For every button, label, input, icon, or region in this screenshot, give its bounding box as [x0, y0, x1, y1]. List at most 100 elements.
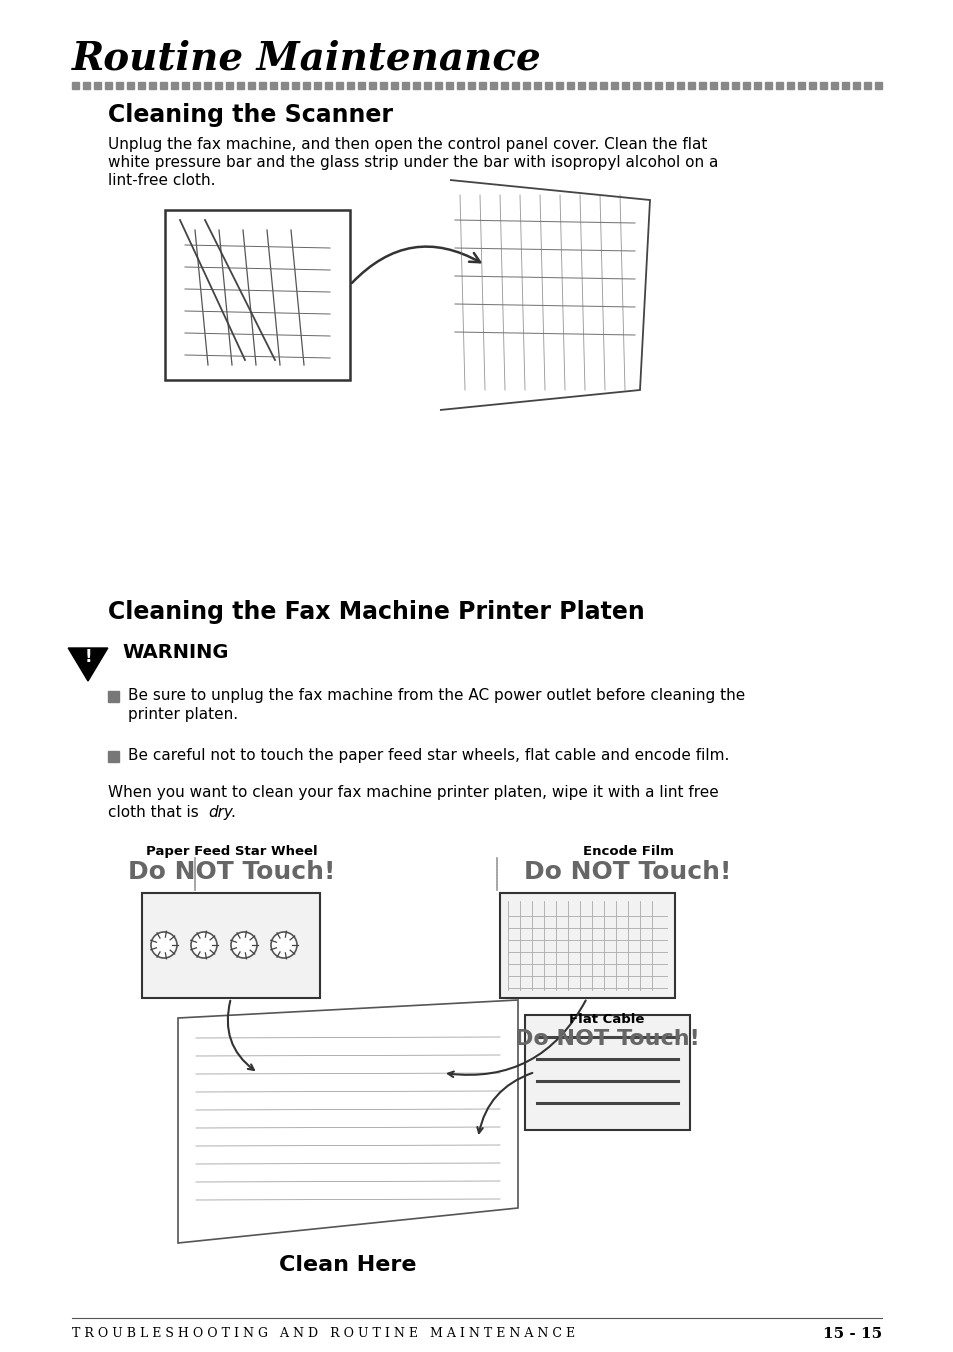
- Bar: [753, 82, 760, 89]
- Bar: [775, 82, 782, 89]
- Circle shape: [271, 932, 296, 959]
- Bar: [270, 82, 276, 89]
- Text: When you want to clean your fax machine printer platen, wipe it with a lint free: When you want to clean your fax machine …: [108, 786, 718, 800]
- Bar: [446, 82, 453, 89]
- Bar: [357, 82, 365, 89]
- Bar: [138, 82, 145, 89]
- Bar: [171, 82, 178, 89]
- Text: cloth that is: cloth that is: [108, 804, 203, 821]
- Bar: [236, 82, 244, 89]
- Bar: [165, 210, 350, 380]
- Polygon shape: [68, 648, 108, 681]
- Text: !: !: [84, 648, 91, 667]
- Bar: [182, 82, 189, 89]
- Text: Unplug the fax machine, and then open the control panel cover. Clean the flat: Unplug the fax machine, and then open th…: [108, 137, 706, 151]
- Bar: [292, 82, 298, 89]
- Text: Do NOT Touch!: Do NOT Touch!: [514, 1029, 699, 1049]
- Bar: [490, 82, 497, 89]
- Bar: [610, 82, 618, 89]
- Circle shape: [231, 932, 256, 959]
- Bar: [556, 82, 562, 89]
- Bar: [105, 82, 112, 89]
- Bar: [820, 82, 826, 89]
- Bar: [108, 750, 119, 763]
- Text: WARNING: WARNING: [122, 644, 229, 662]
- Bar: [214, 82, 222, 89]
- Text: T R O U B L E S H O O T I N G   A N D   R O U T I N E   M A I N T E N A N C E: T R O U B L E S H O O T I N G A N D R O …: [71, 1328, 575, 1340]
- Bar: [863, 82, 870, 89]
- Bar: [413, 82, 419, 89]
- Bar: [127, 82, 133, 89]
- Text: dry: dry: [208, 804, 233, 821]
- Bar: [534, 82, 540, 89]
- Bar: [643, 82, 650, 89]
- Bar: [193, 82, 200, 89]
- Text: white pressure bar and the glass strip under the bar with isopropyl alcohol on a: white pressure bar and the glass strip u…: [108, 155, 718, 170]
- Bar: [116, 82, 123, 89]
- Bar: [687, 82, 695, 89]
- Text: Be careful not to touch the paper feed star wheels, flat cable and encode film.: Be careful not to touch the paper feed s…: [128, 748, 729, 763]
- Bar: [435, 82, 441, 89]
- Bar: [808, 82, 815, 89]
- Bar: [522, 82, 530, 89]
- Bar: [720, 82, 727, 89]
- Bar: [226, 82, 233, 89]
- Bar: [764, 82, 771, 89]
- Bar: [160, 82, 167, 89]
- Text: Encode Film: Encode Film: [582, 845, 673, 859]
- Bar: [369, 82, 375, 89]
- Text: 15 - 15: 15 - 15: [822, 1328, 882, 1341]
- Bar: [258, 82, 266, 89]
- Bar: [852, 82, 859, 89]
- Bar: [314, 82, 320, 89]
- Bar: [633, 82, 639, 89]
- Bar: [677, 82, 683, 89]
- Bar: [149, 82, 156, 89]
- Bar: [347, 82, 354, 89]
- Bar: [742, 82, 749, 89]
- Bar: [281, 82, 288, 89]
- Text: Flat Cable: Flat Cable: [569, 1013, 644, 1026]
- Bar: [391, 82, 397, 89]
- Bar: [830, 82, 837, 89]
- Bar: [456, 82, 463, 89]
- Text: printer platen.: printer platen.: [128, 707, 238, 722]
- Bar: [379, 82, 387, 89]
- Circle shape: [151, 932, 177, 959]
- Bar: [665, 82, 672, 89]
- Bar: [108, 691, 119, 702]
- Bar: [303, 82, 310, 89]
- Bar: [544, 82, 552, 89]
- Bar: [94, 82, 101, 89]
- Bar: [500, 82, 507, 89]
- Bar: [588, 82, 596, 89]
- Bar: [325, 82, 332, 89]
- Bar: [423, 82, 431, 89]
- Bar: [578, 82, 584, 89]
- Bar: [655, 82, 661, 89]
- Bar: [797, 82, 804, 89]
- Bar: [468, 82, 475, 89]
- Bar: [71, 82, 79, 89]
- Bar: [204, 82, 211, 89]
- Bar: [512, 82, 518, 89]
- Text: Be sure to unplug the fax machine from the AC power outlet before cleaning the: Be sure to unplug the fax machine from t…: [128, 688, 744, 703]
- Bar: [841, 82, 848, 89]
- Text: .: .: [230, 804, 234, 821]
- Bar: [524, 1015, 689, 1130]
- Bar: [874, 82, 882, 89]
- Bar: [566, 82, 574, 89]
- Bar: [248, 82, 254, 89]
- Bar: [699, 82, 705, 89]
- Text: Do NOT Touch!: Do NOT Touch!: [524, 860, 731, 884]
- Bar: [499, 894, 675, 998]
- Bar: [478, 82, 485, 89]
- Circle shape: [191, 932, 216, 959]
- Text: Paper Feed Star Wheel: Paper Feed Star Wheel: [146, 845, 317, 859]
- Text: Cleaning the Fax Machine Printer Platen: Cleaning the Fax Machine Printer Platen: [108, 600, 644, 625]
- Bar: [731, 82, 739, 89]
- Bar: [599, 82, 606, 89]
- FancyArrowPatch shape: [352, 246, 479, 283]
- Bar: [709, 82, 717, 89]
- Text: lint-free cloth.: lint-free cloth.: [108, 173, 215, 188]
